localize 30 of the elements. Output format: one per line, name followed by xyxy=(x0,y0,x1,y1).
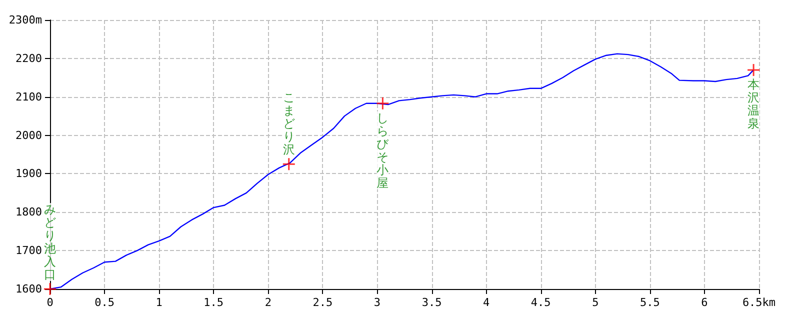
x-tick-label: 2 xyxy=(264,296,272,309)
y-tick-label: 2000 xyxy=(16,128,42,142)
x-tick-label: 6.5km xyxy=(742,296,776,309)
point xyxy=(746,63,760,77)
y-tick-label: 2100 xyxy=(16,90,42,104)
x-tick-label: 1.5 xyxy=(204,296,224,309)
annotation: みどり池入口 xyxy=(44,202,56,282)
y-tick-label: 2300m xyxy=(8,14,42,26)
point xyxy=(376,96,390,110)
x-tick-label: 2.5 xyxy=(312,296,333,309)
y-tick-label: 1600 xyxy=(16,282,42,296)
y-tick-label: 2200 xyxy=(16,52,42,65)
annotation: 本沢温泉 xyxy=(748,77,760,130)
x-tick-label: 0 xyxy=(46,296,54,309)
x-tick-label: 3.5 xyxy=(422,296,442,309)
annotation: しらびそ小屋 xyxy=(376,110,390,190)
point xyxy=(43,282,57,296)
point xyxy=(282,157,296,171)
x-tick-label: 4 xyxy=(482,296,490,309)
y-tick-label: 1800 xyxy=(16,206,42,219)
y-tick-label: 1700 xyxy=(16,244,42,258)
x-tick-label: 5 xyxy=(592,296,599,309)
x-tick-label: 1 xyxy=(156,296,162,309)
x-tick-label: 0.5 xyxy=(94,296,114,309)
x-tick-label: 3 xyxy=(374,296,381,309)
x-tick-label: 5.5 xyxy=(640,296,660,309)
y-tick-label: 1900 xyxy=(16,167,42,180)
x-tick-label: 6 xyxy=(701,296,708,309)
annotation: こまどり沢 xyxy=(282,90,295,157)
x-tick-label: 4.5 xyxy=(530,296,551,309)
